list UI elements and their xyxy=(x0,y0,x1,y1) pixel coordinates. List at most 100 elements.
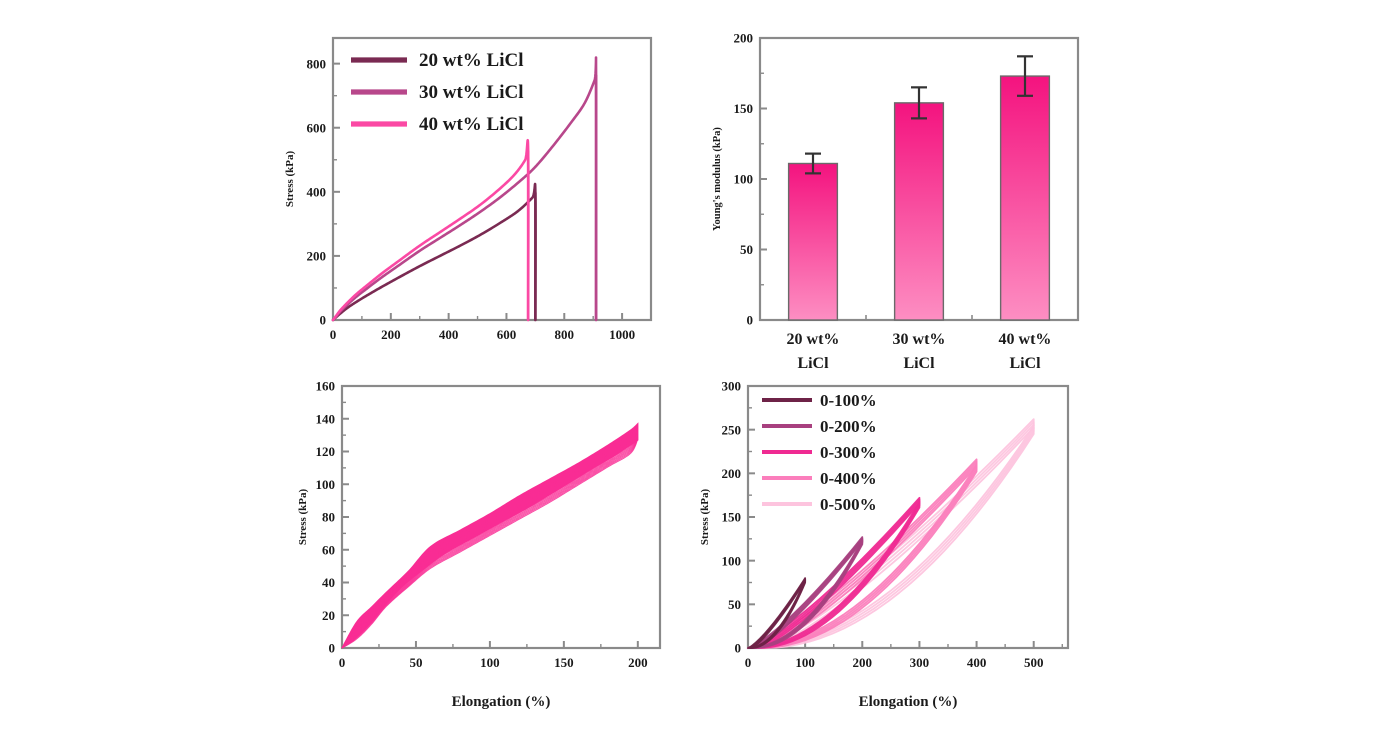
legend-label-0: 20 wt% LiCl xyxy=(419,50,524,71)
panel-tensile-stress-strain: 0 200 400 600 800 1000 0 200 400 600 800 Stress (kP… xyxy=(275,20,675,365)
x-axis-title: Elongation (%) xyxy=(859,694,958,710)
category-sublabel-0: LiCl xyxy=(797,355,829,372)
svg-text:0: 0 xyxy=(745,655,752,670)
x-axis-title: Elongation (%) xyxy=(452,694,551,710)
loop-group-0 xyxy=(747,577,807,649)
svg-text:0: 0 xyxy=(747,313,754,328)
legend-label-3: 0-400% xyxy=(820,469,877,488)
svg-text:120: 120 xyxy=(316,444,336,459)
y-axis-ticks: 0 200 400 600 800 xyxy=(307,56,340,328)
cycle-trace-15 xyxy=(341,435,639,649)
cycle-trace-7 xyxy=(341,429,639,649)
svg-text:80: 80 xyxy=(322,510,335,525)
svg-text:140: 140 xyxy=(316,411,336,426)
svg-text:160: 160 xyxy=(316,379,336,394)
svg-text:250: 250 xyxy=(722,422,742,437)
category-label-2: 40 wt% xyxy=(999,331,1052,348)
legend: 20 wt% LiCl 30 wt% LiCl 40 wt% LiCl xyxy=(351,50,524,135)
svg-text:0: 0 xyxy=(329,641,336,656)
svg-text:0: 0 xyxy=(320,313,327,328)
cycle-trace-18 xyxy=(341,438,639,649)
tensile-curves xyxy=(331,56,598,322)
svg-text:600: 600 xyxy=(307,120,327,135)
axis-frame xyxy=(331,36,653,322)
svg-text:0: 0 xyxy=(339,655,346,670)
panel-youngs-modulus: 0 50 100 150 200 Young's modulus (kPa) 20 wt% L… xyxy=(700,20,1100,380)
svg-text:200: 200 xyxy=(853,655,873,670)
y-axis-ticks: 0 20 40 60 80 100 120 140 160 xyxy=(316,379,349,656)
y-axis-ticks: 0 50 100 150 200 xyxy=(734,31,767,328)
error-bar-1 xyxy=(911,86,927,120)
loop-1-3 xyxy=(753,540,864,649)
svg-text:600: 600 xyxy=(497,327,517,342)
error-bar-0 xyxy=(805,152,821,175)
svg-text:100: 100 xyxy=(316,477,336,492)
loop-group-2 xyxy=(747,496,921,649)
cycle-trace-4 xyxy=(341,426,639,649)
svg-text:200: 200 xyxy=(307,249,327,264)
y-axis-title: Young's modulus (kPa) xyxy=(712,127,723,231)
cycle-trace-19 xyxy=(341,439,639,649)
tensile-curve-1 xyxy=(331,56,598,322)
svg-text:100: 100 xyxy=(480,655,500,670)
category-label-1: 30 wt% xyxy=(893,331,946,348)
cycle-trace-6 xyxy=(341,428,639,649)
svg-text:150: 150 xyxy=(554,655,574,670)
legend-label-0: 0-100% xyxy=(820,391,877,410)
cycle-trace-17 xyxy=(341,437,639,649)
svg-text:300: 300 xyxy=(722,379,742,394)
cycle-trace-1 xyxy=(341,424,639,649)
y-axis-title: Stress (kPa) xyxy=(699,489,711,546)
svg-text:200: 200 xyxy=(628,655,648,670)
svg-text:400: 400 xyxy=(439,327,459,342)
svg-text:100: 100 xyxy=(722,553,742,568)
y-axis-ticks: 0 50 100 150 200 250 300 xyxy=(722,379,755,656)
legend-label-2: 0-300% xyxy=(820,443,877,462)
tensile-plot-svg: 0 200 400 600 800 1000 0 200 400 600 800 Stress (kP… xyxy=(284,36,653,342)
cycle-trace-10 xyxy=(341,431,639,649)
svg-text:0: 0 xyxy=(330,327,337,342)
legend-label-1: 0-200% xyxy=(820,417,877,436)
bars: 20 wt% LiCl 30 wt% LiCl 40 wt% LiCl xyxy=(787,55,1052,372)
bar-0 xyxy=(787,162,839,321)
tensile-curve-2 xyxy=(331,138,530,322)
svg-text:150: 150 xyxy=(734,101,754,116)
modulus-bar-svg: 0 50 100 150 200 Young's modulus (kPa) 20 wt% L… xyxy=(712,31,1080,372)
svg-text:100: 100 xyxy=(795,655,815,670)
y-axis-title: Stress (kPa) xyxy=(297,489,309,546)
cycle-trace-9 xyxy=(341,430,639,649)
svg-text:800: 800 xyxy=(307,56,327,71)
cycle-trace-2 xyxy=(341,424,639,649)
cycle-trace-14 xyxy=(341,434,639,649)
cyclic-multi-svg: 0 100 200 300 400 500 0 50 100 150 200 250 300 Stress… xyxy=(699,379,1070,710)
svg-text:60: 60 xyxy=(322,542,335,557)
svg-text:200: 200 xyxy=(381,327,401,342)
svg-text:400: 400 xyxy=(967,655,987,670)
svg-text:40: 40 xyxy=(322,575,335,590)
svg-text:50: 50 xyxy=(409,655,422,670)
svg-text:500: 500 xyxy=(1024,655,1044,670)
legend-label-4: 0-500% xyxy=(820,495,877,514)
cycle-trace-16 xyxy=(341,436,639,649)
svg-text:200: 200 xyxy=(734,31,754,46)
bar-1 xyxy=(893,102,945,321)
hysteresis-loops xyxy=(747,418,1035,649)
legend-label-2: 40 wt% LiCl xyxy=(419,114,524,135)
svg-text:800: 800 xyxy=(555,327,575,342)
svg-text:100: 100 xyxy=(734,172,754,187)
cyclic-band-svg: 0 50 100 150 200 0 20 40 60 80 100 120 140 160 Stress … xyxy=(297,379,662,710)
panel-cyclic-single: 0 50 100 150 200 0 20 40 60 80 100 120 140 160 Stress … xyxy=(290,370,690,710)
svg-text:400: 400 xyxy=(307,184,327,199)
svg-text:50: 50 xyxy=(728,597,741,612)
svg-text:50: 50 xyxy=(740,242,753,257)
x-axis-ticks: 0 200 400 600 800 1000 xyxy=(330,313,635,342)
panel-cyclic-multi: 0 100 200 300 400 500 0 50 100 150 200 250 300 Stress… xyxy=(690,370,1100,710)
category-sublabel-2: LiCl xyxy=(1009,355,1041,372)
cyclic-band xyxy=(341,422,639,649)
loop-3-3 xyxy=(760,465,978,649)
svg-text:150: 150 xyxy=(722,510,742,525)
cycle-trace-3 xyxy=(341,425,639,649)
svg-text:1000: 1000 xyxy=(609,327,635,342)
y-axis-title: Stress (kPa) xyxy=(284,151,296,208)
error-bar-2 xyxy=(1017,55,1033,97)
